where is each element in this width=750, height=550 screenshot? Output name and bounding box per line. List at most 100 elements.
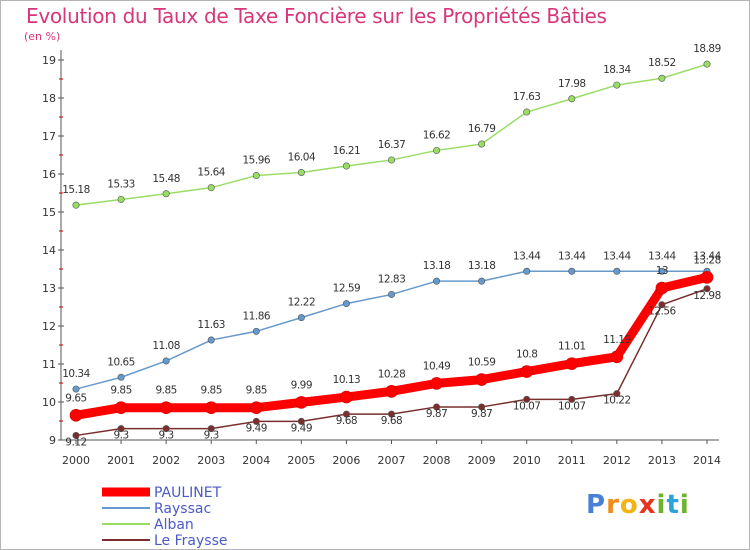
- data-point-rayssac: [117, 373, 125, 381]
- data-label-rayssac: 12.22: [288, 297, 316, 309]
- data-point-alban: [478, 140, 486, 148]
- data-label-paulinet: 9.85: [201, 385, 222, 397]
- legend-label-paulinet: PAULINET: [154, 485, 222, 501]
- data-label-alban: 18.34: [603, 64, 631, 76]
- data-point-alban: [117, 195, 125, 203]
- data-point-le-fraysse: [613, 390, 621, 398]
- data-label-rayssac: 13.18: [468, 260, 496, 272]
- data-label-paulinet: 9.65: [65, 392, 86, 404]
- data-point-le-fraysse: [568, 395, 576, 403]
- logo-letter: P: [586, 490, 607, 520]
- data-label-rayssac: 13.44: [558, 250, 586, 262]
- data-point-le-fraysse: [433, 403, 441, 411]
- data-label-le-fraysse: 9.49: [291, 422, 312, 434]
- data-label-alban: 16.04: [288, 151, 316, 163]
- data-label-paulinet: 13: [656, 265, 668, 277]
- data-point-paulinet: [249, 401, 263, 415]
- proxiti-logo: Proxiti: [586, 490, 690, 520]
- data-point-rayssac: [297, 314, 305, 322]
- data-point-rayssac: [613, 267, 621, 275]
- x-tick-label: 2010: [513, 454, 541, 467]
- y-tick-label: 19: [42, 54, 56, 67]
- data-label-rayssac: 13.18: [423, 260, 451, 272]
- data-point-le-fraysse: [117, 425, 125, 433]
- data-label-rayssac: 13.44: [693, 250, 721, 262]
- data-label-alban: 15.48: [152, 173, 180, 185]
- data-label-alban: 17.63: [513, 91, 541, 103]
- data-label-rayssac: 13.44: [513, 250, 541, 262]
- data-label-alban: 16.37: [378, 139, 406, 151]
- data-label-rayssac: 13.44: [648, 250, 676, 262]
- y-tick-label: 12: [42, 320, 56, 333]
- data-point-rayssac: [478, 277, 486, 285]
- data-point-paulinet: [69, 408, 83, 422]
- data-label-paulinet: 9.85: [155, 385, 176, 397]
- data-point-paulinet: [610, 350, 624, 364]
- data-point-rayssac: [387, 290, 395, 298]
- y-tick-label: 17: [42, 130, 56, 143]
- data-label-alban: 17.98: [558, 78, 586, 90]
- x-tick-label: 2002: [152, 454, 180, 467]
- y-tick-label: 18: [42, 92, 56, 105]
- x-tick-label: 2007: [378, 454, 406, 467]
- data-point-alban: [658, 74, 666, 82]
- y-tick-label: 11: [42, 358, 56, 371]
- y-tick-label: 14: [42, 244, 56, 257]
- data-label-paulinet: 10.49: [423, 360, 451, 372]
- data-point-paulinet: [565, 357, 579, 370]
- x-tick-label: 2001: [107, 454, 135, 467]
- x-tick-label: 2005: [287, 454, 315, 467]
- legend-label-le-fraysse: Le Fraysse: [154, 533, 227, 549]
- data-point-le-fraysse: [703, 285, 711, 293]
- y-tick-label: 15: [42, 206, 56, 219]
- data-point-paulinet: [295, 396, 308, 409]
- data-label-alban: 15.64: [197, 167, 225, 179]
- data-point-le-fraysse: [252, 417, 260, 425]
- data-point-alban: [523, 108, 531, 116]
- data-point-paulinet: [159, 401, 173, 415]
- data-point-le-fraysse: [162, 425, 170, 433]
- data-point-alban: [342, 162, 350, 170]
- data-label-rayssac: 11.86: [243, 310, 271, 322]
- x-tick-label: 2008: [423, 454, 451, 467]
- data-label-alban: 15.33: [107, 178, 135, 190]
- data-label-rayssac: 11.63: [197, 319, 225, 331]
- data-label-le-fraysse: 10.07: [558, 400, 586, 412]
- data-label-paulinet: 10.28: [378, 368, 406, 380]
- y-tick-label: 13: [42, 282, 56, 295]
- logo-letter: i: [656, 490, 667, 520]
- legend-label-rayssac: Rayssac: [154, 501, 211, 517]
- data-point-rayssac: [523, 267, 531, 275]
- data-label-le-fraysse: 12.56: [648, 306, 676, 318]
- data-label-le-fraysse: 9.87: [471, 408, 492, 420]
- data-point-paulinet: [520, 365, 534, 378]
- data-label-le-fraysse: 10.22: [603, 395, 631, 407]
- data-point-alban: [613, 81, 621, 89]
- data-point-rayssac: [568, 267, 576, 275]
- data-point-rayssac: [433, 277, 441, 285]
- y-tick-label: 16: [42, 168, 56, 181]
- data-label-alban: 18.52: [648, 57, 676, 69]
- x-tick-label: 2013: [648, 454, 676, 467]
- data-point-rayssac: [162, 357, 170, 365]
- data-point-alban: [387, 156, 395, 164]
- logo-letter: t: [666, 490, 680, 520]
- legend-label-alban: Alban: [154, 517, 194, 533]
- data-label-paulinet: 9.85: [110, 385, 131, 397]
- x-tick-label: 2012: [603, 454, 631, 467]
- data-point-rayssac: [342, 300, 350, 308]
- data-label-le-fraysse: 10.07: [513, 400, 541, 412]
- data-label-le-fraysse: 9.3: [113, 430, 128, 442]
- logo-letter: i: [679, 490, 690, 520]
- data-label-alban: 16.62: [423, 129, 451, 141]
- data-point-rayssac: [207, 336, 215, 344]
- x-tick-label: 2006: [332, 454, 360, 467]
- data-point-rayssac: [252, 327, 260, 335]
- data-point-paulinet: [114, 401, 128, 415]
- data-point-paulinet: [430, 377, 443, 390]
- x-tick-label: 2000: [62, 454, 90, 467]
- data-point-alban: [252, 172, 260, 180]
- data-point-alban: [162, 190, 170, 198]
